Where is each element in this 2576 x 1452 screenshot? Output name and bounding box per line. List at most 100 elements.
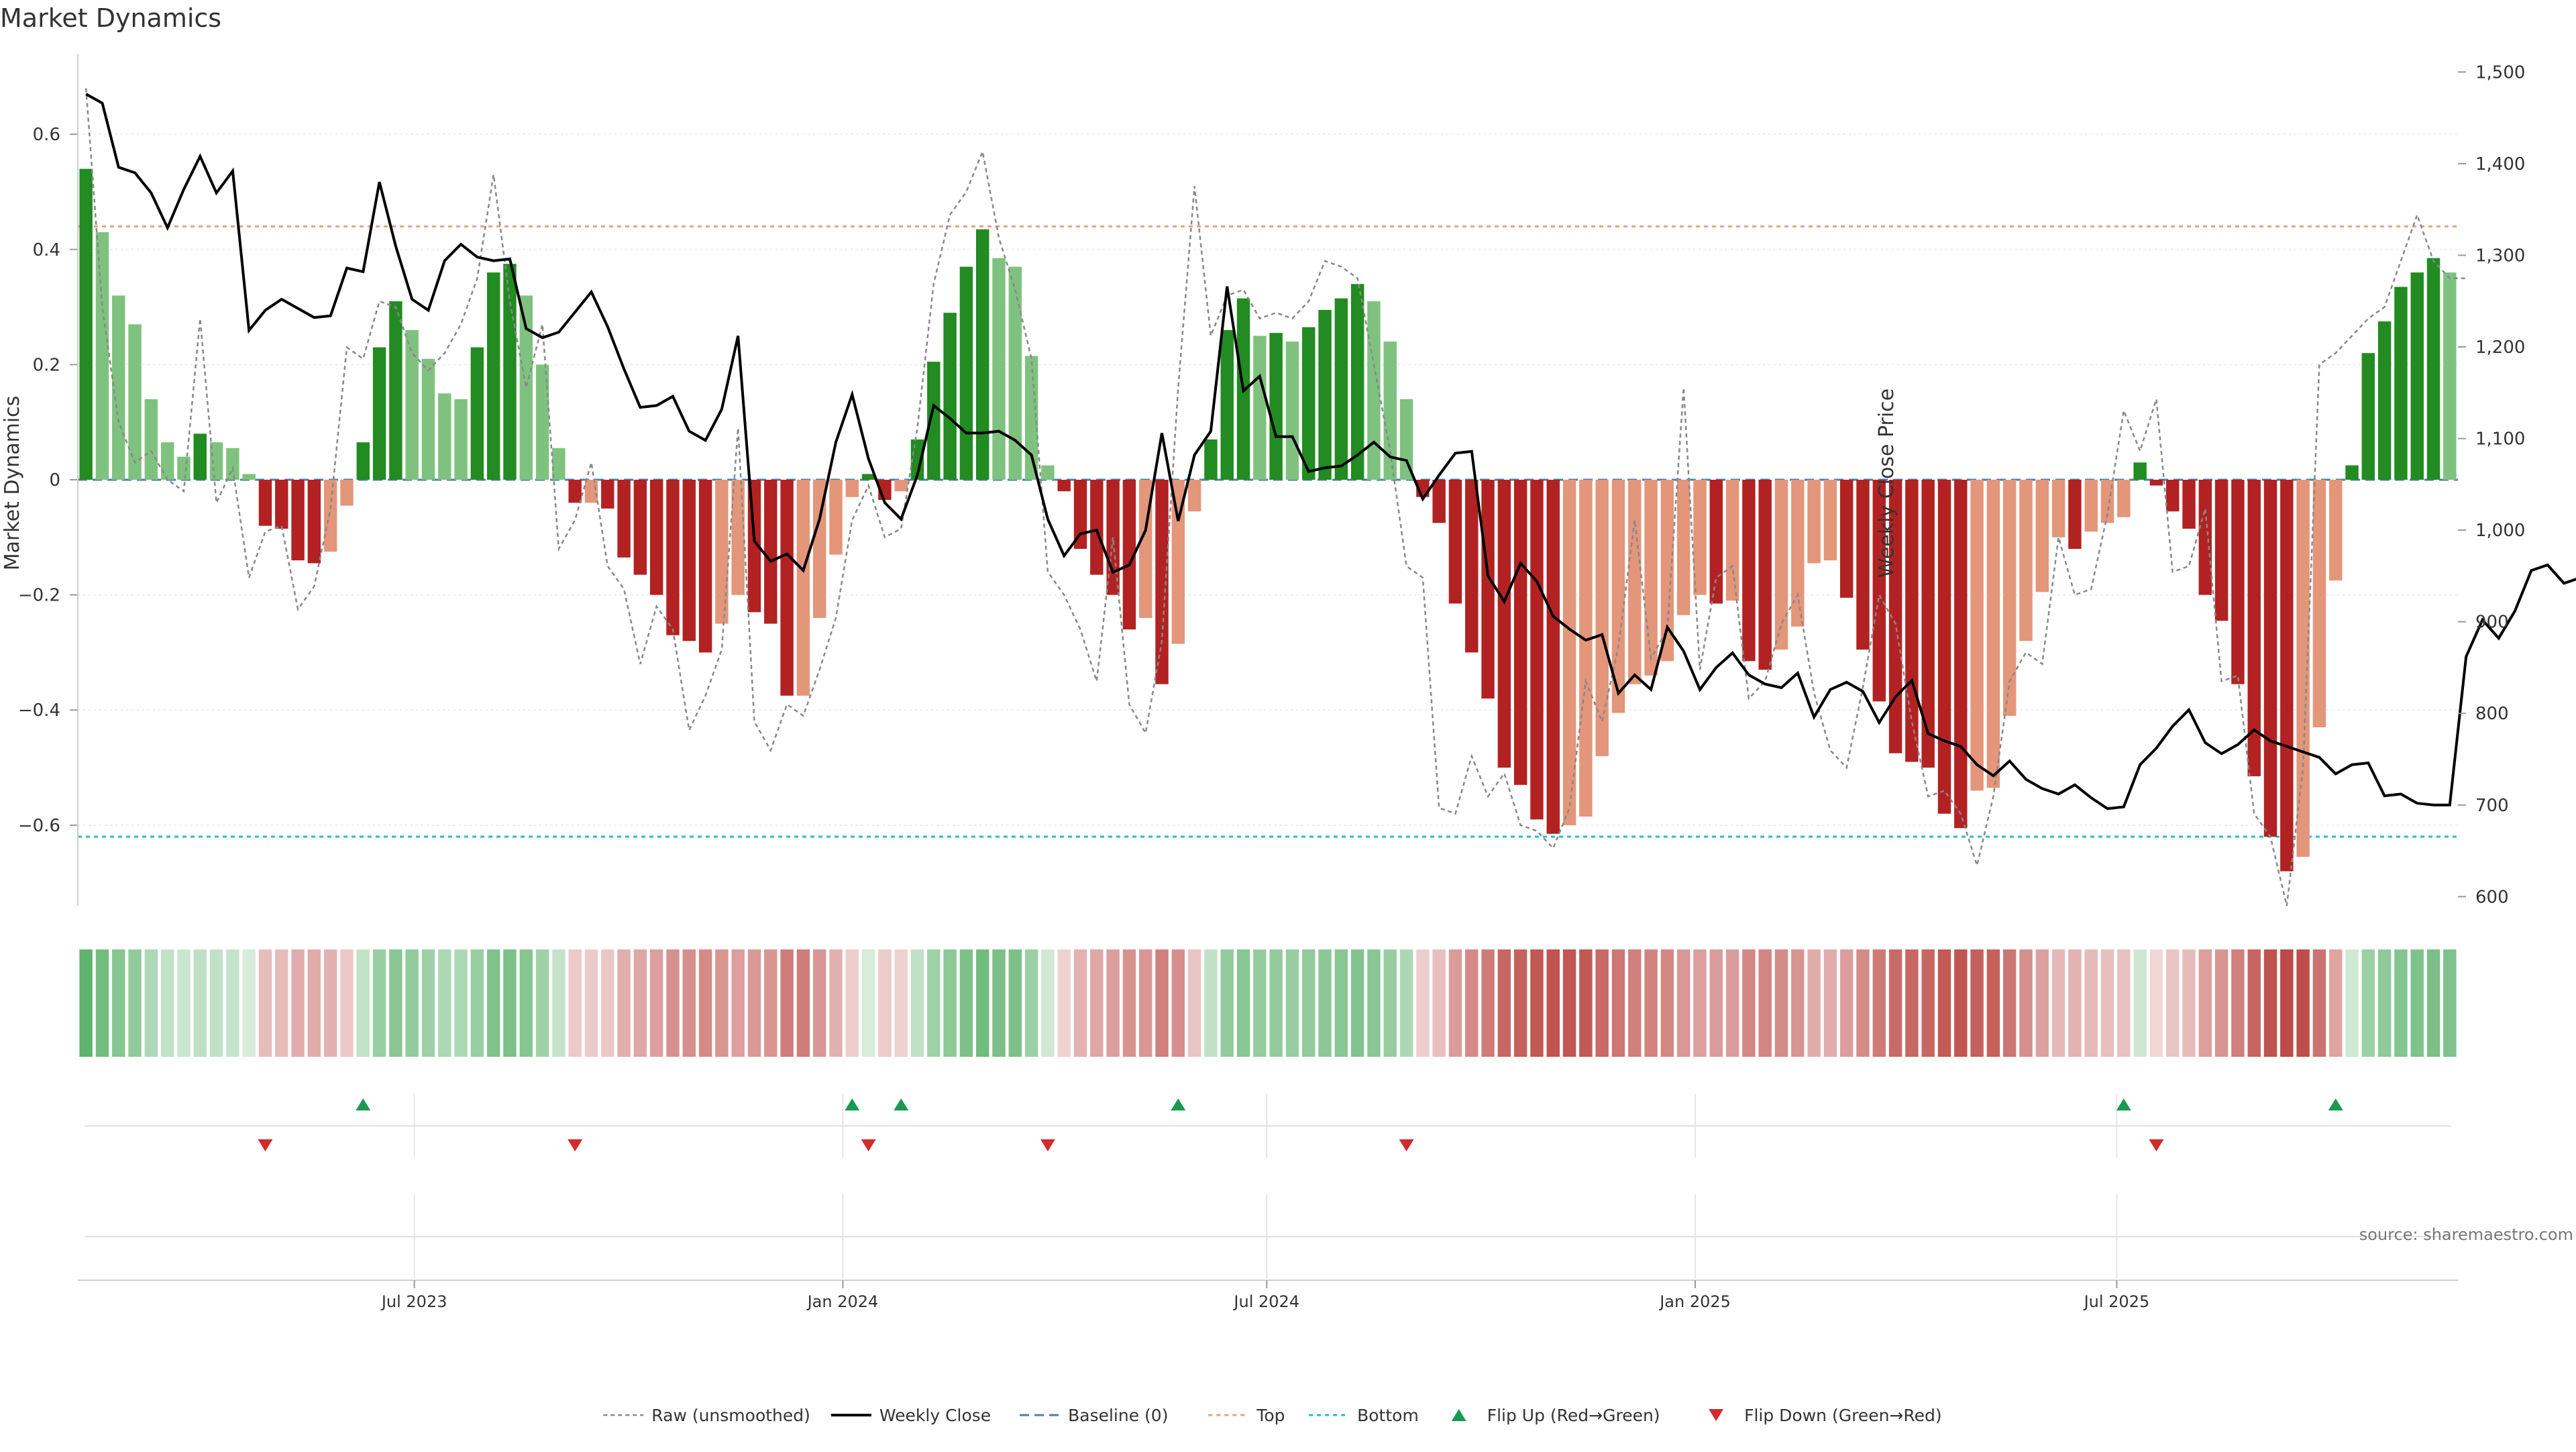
dynamics-bar <box>1660 480 1674 662</box>
intensity-cell <box>112 949 125 1057</box>
intensity-cell <box>79 949 93 1057</box>
intensity-cell <box>1139 949 1152 1057</box>
y-tick-label: 0.2 <box>33 355 60 375</box>
dynamics-bar <box>845 480 859 497</box>
dynamics-bar <box>2410 272 2424 480</box>
intensity-cell <box>1562 949 1576 1057</box>
dynamics-bar <box>258 480 272 526</box>
intensity-cell <box>1823 949 1837 1057</box>
intensity-cell <box>1106 949 1120 1057</box>
dynamics-bar <box>1318 309 1332 480</box>
dynamics-bar <box>2247 480 2261 776</box>
dynamics-bar <box>2117 480 2131 517</box>
flip-up-marker <box>845 1098 860 1110</box>
intensity-cell <box>698 949 712 1057</box>
dynamics-bar <box>2149 480 2163 486</box>
y2-tick-label: 900 <box>2475 613 2509 633</box>
dynamics-bar <box>2312 480 2326 727</box>
intensity-cell <box>1513 949 1527 1057</box>
dynamics-bar <box>1839 480 1854 598</box>
dynamics-bar <box>486 272 500 480</box>
intensity-cell <box>812 949 826 1057</box>
dynamics-bar <box>894 480 908 492</box>
dynamics-bar <box>764 480 777 624</box>
y-axis-label: Market Dynamics <box>1 396 24 571</box>
legend-label: Flip Down (Green→Red) <box>1744 1406 1942 1425</box>
y2-tick-label: 1,300 <box>2475 246 2525 266</box>
intensity-cell <box>1791 949 1805 1057</box>
dynamics-bar <box>1970 480 1984 791</box>
x-tick-label: Jul 2025 <box>2083 1292 2150 1311</box>
dynamics-bar <box>1057 480 1071 492</box>
flip-down-marker <box>568 1139 583 1151</box>
intensity-cell <box>715 949 729 1057</box>
intensity-cell <box>633 949 647 1057</box>
intensity-cell <box>1171 949 1185 1057</box>
y-tick-label: −0.6 <box>18 816 60 836</box>
intensity-cell <box>1334 949 1348 1057</box>
intensity-cell <box>1465 949 1479 1057</box>
intensity-cell <box>1302 949 1316 1057</box>
y2-tick-label: 800 <box>2475 704 2509 724</box>
dynamics-bar <box>1204 439 1218 480</box>
intensity-cell <box>1497 949 1511 1057</box>
y-tick-label: 0.4 <box>33 240 60 260</box>
intensity-cell <box>1057 949 1071 1057</box>
dynamics-bar <box>780 480 794 696</box>
dynamics-bar <box>1155 480 1169 684</box>
dynamics-bar <box>242 474 256 480</box>
x-tick-label: Jan 2025 <box>1658 1292 1731 1311</box>
y2-tick-label: 1,500 <box>2475 62 2525 83</box>
intensity-cell <box>2133 949 2147 1057</box>
intensity-cell <box>291 949 305 1057</box>
dynamics-bar <box>1285 342 1299 480</box>
dynamics-bar <box>1269 333 1283 480</box>
dynamics-bar <box>535 364 549 480</box>
dynamics-bar <box>552 448 566 480</box>
dynamics-bar <box>1073 480 1087 549</box>
intensity-cell <box>861 949 875 1057</box>
intensity-cell <box>1644 949 1658 1057</box>
dynamics-bar <box>1937 480 1951 814</box>
intensity-cell <box>2296 949 2310 1057</box>
dynamics-bar <box>1171 480 1185 644</box>
series-lines <box>85 88 2576 906</box>
intensity-cell <box>2329 949 2343 1057</box>
dynamics-bar <box>2198 480 2212 595</box>
intensity-cell <box>1122 949 1136 1057</box>
dynamics-bar <box>698 480 712 653</box>
intensity-cell <box>356 949 370 1057</box>
dynamics-bar <box>1644 480 1658 676</box>
dynamics-bar <box>796 480 810 696</box>
intensity-cell <box>1872 949 1886 1057</box>
dynamics-bar <box>177 456 191 480</box>
dynamics-bar <box>568 480 582 503</box>
intensity-cell <box>1954 949 1968 1057</box>
intensity-cell <box>1595 949 1609 1057</box>
dynamics-bar <box>2035 480 2049 592</box>
intensity-cell <box>454 949 468 1057</box>
dynamics-bar <box>307 480 321 564</box>
flip-up-marker <box>2328 1098 2343 1110</box>
intensity-cell <box>2247 949 2261 1057</box>
intensity-cell <box>1611 949 1625 1057</box>
intensity-cell <box>193 949 207 1057</box>
intensity-cell <box>2263 949 2277 1057</box>
dynamics-bar <box>1693 480 1707 595</box>
intensity-cell <box>552 949 566 1057</box>
intensity-cell <box>1432 949 1446 1057</box>
intensity-cell <box>307 949 321 1057</box>
intensity-cell <box>1008 949 1022 1057</box>
dynamics-bar <box>1791 480 1805 627</box>
dynamics-bar <box>2182 480 2196 529</box>
intensity-cell <box>2002 949 2017 1057</box>
intensity-cell <box>2377 949 2392 1057</box>
intensity-cell <box>95 949 109 1057</box>
intensity-cell <box>1579 949 1593 1057</box>
intensity-cell <box>1709 949 1723 1057</box>
intensity-cell <box>242 949 256 1057</box>
intensity-cell <box>1628 949 1642 1057</box>
intensity-cell <box>2051 949 2065 1057</box>
intensity-cell <box>731 949 745 1057</box>
